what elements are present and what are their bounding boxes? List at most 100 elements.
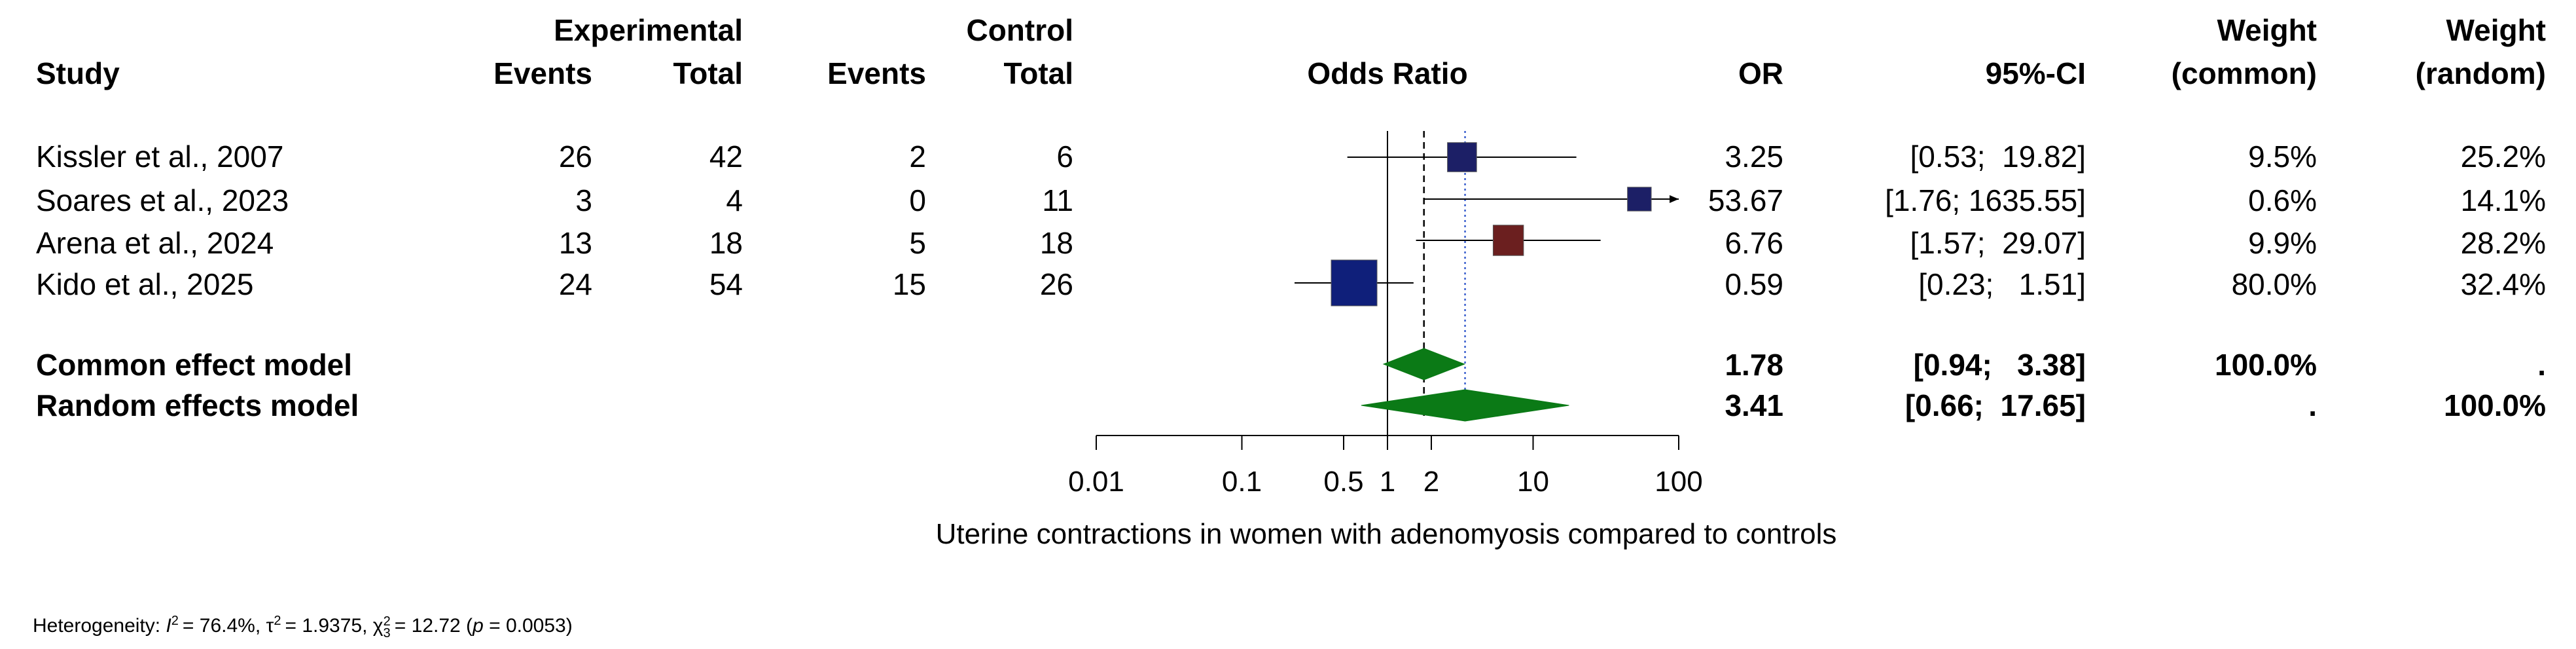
common-effect-diamond: [1382, 348, 1466, 380]
pooled-weight-common: 100.0%: [2215, 348, 2317, 382]
study-row: Soares et al., 2023 3 4 0 11 53.67 [1.76…: [36, 183, 2546, 217]
pooled-or: 3.41: [1725, 388, 1783, 422]
pooled-row-random: Random effects model 3.41 [0.66; 17.65] …: [36, 388, 2546, 422]
pooled-weight-random: 100.0%: [2444, 388, 2546, 422]
weight-random: 28.2%: [2461, 226, 2546, 260]
x-tick-label: 100: [1655, 466, 1702, 498]
or-value: 53.67: [1708, 183, 1783, 217]
x-tick-label: 2: [1423, 466, 1439, 498]
or-value: 0.59: [1725, 267, 1783, 301]
pooled-weight-random: .: [2537, 348, 2546, 382]
exp-events: 24: [559, 267, 592, 301]
weight-random: 32.4%: [2461, 267, 2546, 301]
exp-total: 4: [726, 183, 743, 217]
header-or: OR: [1738, 56, 1783, 90]
exp-total: 18: [709, 226, 743, 260]
study-name: Kido et al., 2025: [36, 267, 253, 301]
ci-value: [1.57; 29.07]: [1910, 226, 2086, 260]
header-experimental: Experimental: [554, 13, 743, 47]
het-p-symbol: p: [472, 615, 484, 637]
or-value: 3.25: [1725, 139, 1783, 174]
or-value: 6.76: [1725, 226, 1783, 260]
ctrl-events: 15: [893, 267, 926, 301]
pooled-name: Common effect model: [36, 348, 352, 382]
header-weight-random: (random): [2416, 56, 2546, 90]
exp-events: 3: [575, 183, 592, 217]
het-df: 3: [384, 626, 391, 640]
ctrl-events: 0: [909, 183, 926, 217]
study-rows: Kissler et al., 2007 26 42 2 6 3.25 [0.5…: [36, 139, 2546, 301]
ci-value: [0.53; 19.82]: [1910, 139, 2086, 174]
study-square: [1331, 259, 1378, 306]
study-name: Arena et al., 2024: [36, 226, 274, 260]
weight-random: 14.1%: [2461, 183, 2546, 217]
study-square: [1627, 187, 1652, 212]
exp-events: 26: [559, 139, 592, 174]
pooled-weight-common: .: [2308, 388, 2317, 422]
weight-common: 0.6%: [2248, 183, 2317, 217]
het-chi-sup: 2: [384, 614, 391, 629]
het-tau-sup: 2: [274, 614, 281, 628]
het-i2: = 76.4%,: [183, 615, 266, 637]
x-tick-label: 1: [1380, 466, 1395, 498]
pooled-rows: Common effect model 1.78 [0.94; 3.38] 10…: [36, 348, 2546, 422]
weight-random: 25.2%: [2461, 139, 2546, 174]
x-tick-label: 10: [1517, 466, 1549, 498]
het-tau-symbol: τ: [266, 615, 274, 637]
header-ctrl-events: Events: [827, 56, 926, 90]
ctrl-total: 18: [1040, 226, 1073, 260]
header-odds-ratio: Odds Ratio: [1307, 56, 1467, 90]
het-prefix: Heterogeneity:: [33, 615, 166, 637]
x-tick-label: 0.5: [1323, 466, 1363, 498]
exp-events: 13: [559, 226, 592, 260]
random-effects-diamond: [1361, 389, 1569, 422]
het-i-symbol: I: [166, 615, 171, 637]
study-square: [1447, 142, 1477, 172]
header-ci: 95%-CI: [1986, 56, 2086, 90]
weight-common: 9.5%: [2248, 139, 2317, 174]
x-tick-label: 0.01: [1068, 466, 1124, 498]
exp-total: 42: [709, 139, 743, 174]
study-row: Kido et al., 2025 24 54 15 26 0.59 [0.23…: [36, 267, 2546, 301]
het-i-sup: 2: [171, 614, 179, 628]
study-name: Kissler et al., 2007: [36, 139, 283, 174]
ci-value: [0.23; 1.51]: [1918, 267, 2086, 301]
ci-arrow: [1670, 195, 1679, 203]
weight-common: 80.0%: [2232, 267, 2317, 301]
header-study: Study: [36, 56, 120, 90]
header-control: Control: [966, 13, 1073, 47]
header-weight-random-top: Weight: [2217, 13, 2317, 47]
pooled-or: 1.78: [1725, 348, 1783, 382]
x-tick-label: 0.1: [1222, 466, 1262, 498]
header-weight-common-top: Weight: [2446, 13, 2546, 47]
pooled-row-common: Common effect model 1.78 [0.94; 3.38] 10…: [36, 348, 2546, 382]
pooled-ci: [0.94; 3.38]: [1914, 348, 2086, 382]
ctrl-events: 5: [909, 226, 926, 260]
het-chi2: = 12.72 (: [395, 615, 473, 637]
het-p: = 0.0053): [484, 615, 573, 637]
header-weight-common: (common): [2172, 56, 2317, 90]
study-row: Arena et al., 2024 13 18 5 18 6.76 [1.57…: [36, 226, 2546, 260]
het-chi-symbol: χ: [373, 615, 384, 637]
ci-value: [1.76; 1635.55]: [1885, 183, 2086, 217]
study-name: Soares et al., 2023: [36, 183, 289, 217]
ctrl-total: 6: [1056, 139, 1073, 174]
pooled-ci: [0.66; 17.65]: [1905, 388, 2086, 422]
study-row: Kissler et al., 2007 26 42 2 6 3.25 [0.5…: [36, 139, 2546, 174]
plot-area: 0.01 0.1 0.5 1 2 10 100: [1068, 131, 1703, 498]
ctrl-total: 11: [1042, 183, 1073, 217]
het-tau2: = 1.9375,: [285, 615, 373, 637]
study-square: [1492, 225, 1524, 256]
header: Experimental Control Weight Weight Study…: [36, 13, 2546, 90]
ctrl-events: 2: [909, 139, 926, 174]
ctrl-total: 26: [1040, 267, 1073, 301]
exp-total: 54: [709, 267, 743, 301]
pooled-name: Random effects model: [36, 388, 359, 422]
weight-common: 9.9%: [2248, 226, 2317, 260]
header-ctrl-total: Total: [1004, 56, 1073, 90]
header-exp-events: Events: [493, 56, 592, 90]
heterogeneity: Heterogeneity: I2 = 76.4%, τ2 = 1.9375, χ3…: [33, 614, 573, 640]
header-exp-total: Total: [673, 56, 743, 90]
x-axis-title: Uterine contractions in women with adeno…: [936, 518, 1837, 550]
